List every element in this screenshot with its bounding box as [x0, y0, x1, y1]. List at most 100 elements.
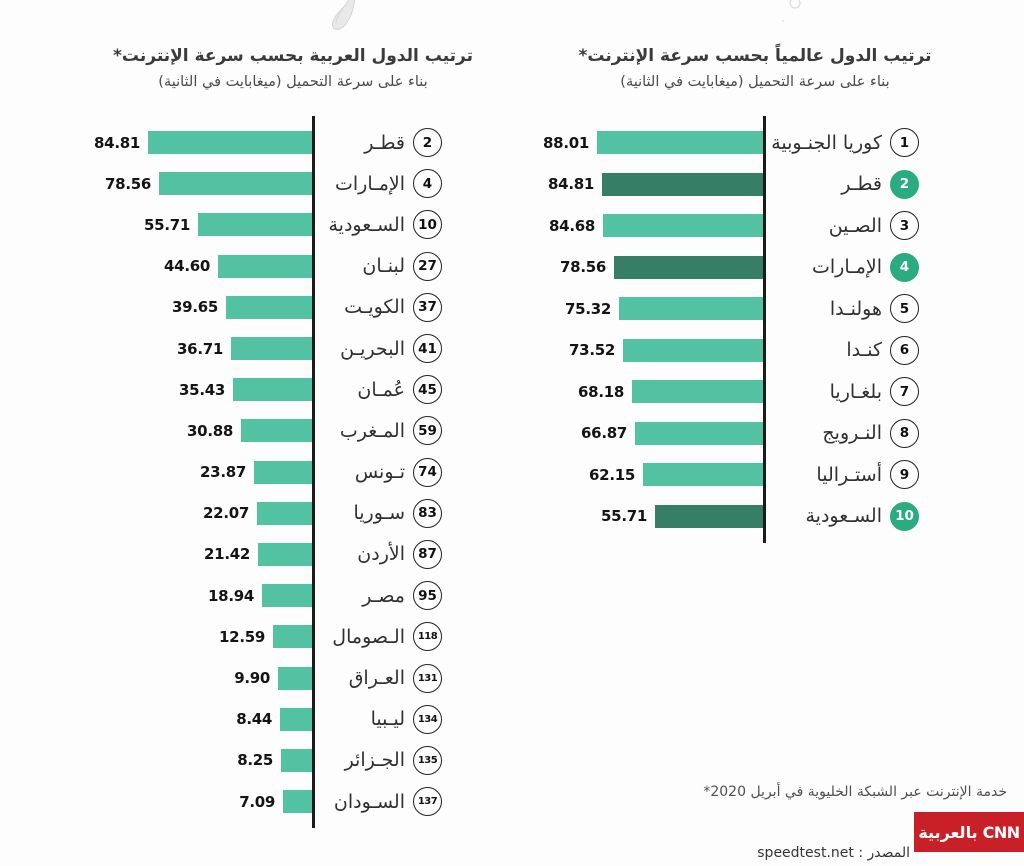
bar-zone: 55.71	[530, 504, 763, 528]
bar-zone: 35.43	[60, 378, 312, 402]
speed-bar	[198, 213, 312, 237]
rank-badge: 118	[413, 622, 442, 652]
bar-zone: 12.59	[60, 625, 312, 649]
chart-row: 55.71 السـعودية 10	[60, 204, 445, 245]
bar-value-label: 68.18	[578, 382, 624, 401]
rank-badge: 59	[413, 416, 442, 446]
rank-badge: 2	[413, 128, 442, 158]
label-zone: النـرويج 8	[763, 418, 922, 448]
speed-bar	[655, 504, 763, 528]
rank-badge: 131	[413, 663, 442, 693]
label-zone: بلغـاريا 7	[763, 377, 922, 407]
speed-bar	[148, 131, 312, 155]
rank-badge: 10	[413, 210, 442, 240]
chart-row: 39.65 الكويـت 37	[60, 287, 445, 328]
chart-row: 84.68 الصـين 3	[530, 205, 922, 247]
chart-row: 7.09 السـودان 137	[60, 781, 445, 822]
bar-zone: 84.81	[60, 131, 312, 155]
country-label: عُمـان	[357, 378, 405, 401]
country-label: السـودان	[333, 790, 405, 813]
bar-value-label: 35.43	[179, 380, 225, 399]
country-label: السـعودية	[805, 505, 882, 528]
label-zone: كنـدا 6	[763, 335, 922, 365]
speed-bar	[603, 214, 763, 238]
bar-value-label: 36.71	[177, 339, 223, 358]
chart-row: 75.32 هولنـدا 5	[530, 288, 922, 330]
country-label: تـونس	[354, 461, 405, 484]
speed-bar	[635, 421, 763, 445]
global-chart-title: ترتيب الدول عالمياً بحسب سرعة الإنترنت*	[578, 46, 932, 66]
bar-zone: 7.09	[60, 790, 312, 814]
label-zone: البحريـن 41	[312, 334, 445, 364]
rank-badge: 134	[413, 704, 442, 734]
chart-row: 55.71 السـعودية 10	[530, 496, 922, 538]
country-label: البحريـن	[340, 337, 405, 360]
label-zone: السـعودية 10	[763, 501, 922, 531]
rank-badge: 83	[413, 498, 442, 528]
speed-bar	[602, 172, 763, 196]
bar-value-label: 88.01	[543, 133, 589, 152]
global-chart-subtitle: بناء على سرعة التحميل (ميغابايت في الثان…	[620, 74, 890, 90]
footnote: خدمة الإنترنت عبر الشبكة الخليوية في أبر…	[703, 784, 1007, 800]
rank-badge: 1	[890, 128, 919, 158]
bar-value-label: 12.59	[219, 627, 265, 646]
label-zone: السـودان 137	[312, 787, 445, 817]
rank-badge: 8	[890, 418, 919, 448]
bar-zone: 66.87	[530, 421, 763, 445]
speed-bar	[262, 584, 312, 608]
bar-zone: 23.87	[60, 460, 312, 484]
speed-bar	[281, 748, 312, 772]
bar-value-label: 7.09	[239, 792, 275, 811]
speed-bar	[283, 790, 312, 814]
chart-row: 30.88 المـغرب 59	[60, 410, 445, 451]
chart-row: 9.90 العـراق 131	[60, 657, 445, 698]
bar-value-label: 84.81	[548, 175, 594, 194]
label-zone: مصـر 95	[312, 581, 445, 611]
chart-row: 21.42 الأردن 87	[60, 534, 445, 575]
source-line: المصدر : speedtest.net	[757, 845, 910, 861]
label-zone: كوريا الجنـوبية 1	[763, 128, 922, 158]
chart-row: 36.71 البحريـن 41	[60, 328, 445, 369]
label-zone: الكويـت 37	[312, 292, 445, 322]
chart-row: 8.25 الجـزائر 135	[60, 740, 445, 781]
chart-row: 44.60 لبنـان 27	[60, 246, 445, 287]
country-label: العـراق	[348, 667, 405, 690]
bar-zone: 21.42	[60, 542, 312, 566]
rank-badge: 3	[890, 211, 919, 241]
bar-zone: 44.60	[60, 254, 312, 278]
chart-row: 66.87 النـرويج 8	[530, 413, 922, 455]
cnn-arabic-logo-text: CNN بالعربية	[918, 822, 1020, 842]
bar-zone: 36.71	[60, 337, 312, 361]
speed-bar	[273, 625, 312, 649]
country-label: كنـدا	[846, 339, 882, 362]
label-zone: سـوريا 83	[312, 498, 445, 528]
chart-row: 78.56 الإمـارات 4	[530, 247, 922, 289]
country-label: قطـر	[841, 173, 882, 196]
sketch-globe-icon	[782, 0, 801, 22]
country-label: بلغـاريا	[829, 380, 882, 403]
bar-zone: 78.56	[60, 172, 312, 196]
chart-row: 18.94 مصـر 95	[60, 575, 445, 616]
arab-chart-subtitle: بناء على سرعة التحميل (ميغابايت في الثان…	[158, 74, 428, 90]
label-zone: المـغرب 59	[312, 416, 445, 446]
rank-badge: 6	[890, 335, 919, 365]
chart-row: 23.87 تـونس 74	[60, 452, 445, 493]
arab-speed-chart: 84.81 قطـر 2 78.56 الإمـارات 4	[60, 116, 445, 829]
bar-zone: 22.07	[60, 501, 312, 525]
bar-zone: 39.65	[60, 295, 312, 319]
chart-row: 88.01 كوريا الجنـوبية 1	[530, 122, 922, 164]
label-zone: الإمـارات 4	[763, 252, 922, 282]
speed-bar	[241, 419, 312, 443]
chart-row: 84.81 قطـر 2	[60, 122, 445, 163]
label-zone: الجـزائر 135	[312, 745, 445, 775]
bar-zone: 78.56	[530, 255, 763, 279]
bar-zone: 88.01	[530, 131, 763, 155]
rank-badge: 45	[413, 375, 442, 405]
cnn-arabic-logo: CNN بالعربية	[914, 812, 1024, 852]
bar-value-label: 78.56	[105, 174, 151, 193]
label-zone: لبنـان 27	[312, 251, 445, 281]
bar-value-label: 78.56	[560, 258, 606, 277]
country-label: لبنـان	[362, 255, 405, 278]
arab-chart-title-block: ترتيب الدول العربية بحسب سرعة الإنترنت* …	[43, 46, 543, 90]
